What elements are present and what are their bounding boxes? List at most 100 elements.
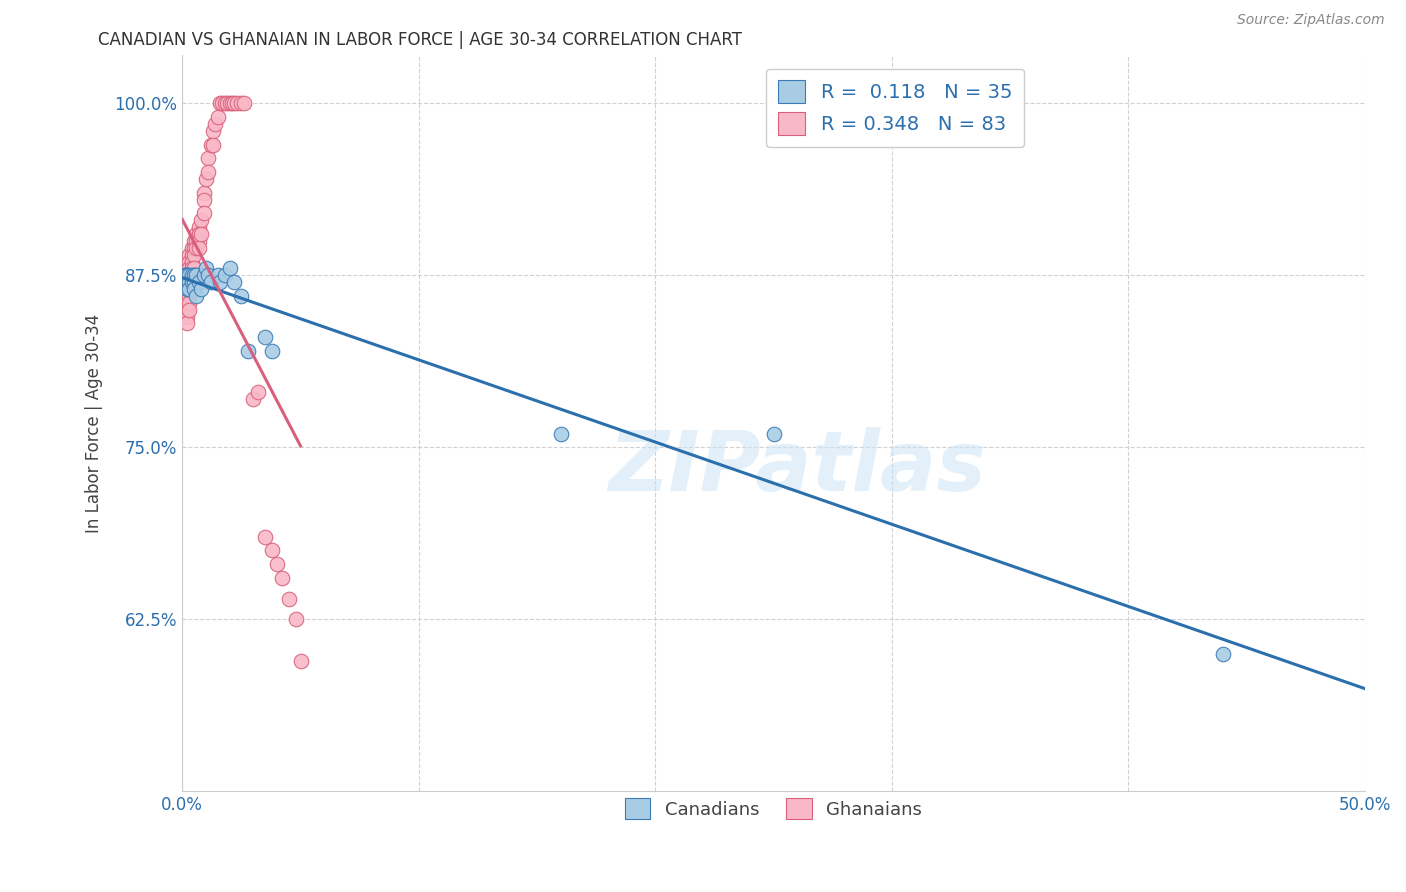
Point [183,275,205,289]
Point [197,268,219,283]
Point [173,295,195,310]
Point [187,275,209,289]
Point [180,261,202,276]
Point [179,268,201,283]
Point [180,241,202,255]
Point [179,275,201,289]
Legend: Canadians, Ghanaians: Canadians, Ghanaians [617,791,929,827]
Point [173,268,195,283]
Point [762,426,785,441]
Point [262,543,284,558]
Point [193,268,215,283]
Point [173,302,195,317]
Point [173,268,195,283]
Point [204,117,226,131]
Point [173,268,195,283]
Point [176,268,198,283]
Point [218,261,240,276]
Point [183,247,205,261]
Text: CANADIAN VS GHANAIAN IN LABOR FORCE | AGE 30-34 CORRELATION CHART: CANADIAN VS GHANAIAN IN LABOR FORCE | AG… [98,31,742,49]
Point [194,172,217,186]
Point [194,261,217,276]
Point [190,227,212,241]
Point [242,392,264,406]
Point [183,282,205,296]
Point [183,261,205,276]
Point [176,268,198,283]
Point [186,227,208,241]
Point [176,289,198,303]
Point [187,220,209,235]
Point [176,275,198,289]
Point [254,330,277,344]
Point [190,282,212,296]
Point [190,213,212,227]
Point [202,137,225,152]
Point [193,206,215,220]
Point [231,96,253,111]
Point [176,268,198,283]
Point [173,268,195,283]
Point [180,275,202,289]
Point [290,654,312,668]
Point [179,275,201,289]
Point [193,193,215,207]
Point [180,268,202,283]
Point [179,247,201,261]
Point [217,96,239,111]
Point [193,186,215,200]
Point [254,530,277,544]
Point [183,268,205,283]
Point [211,96,233,111]
Point [186,241,208,255]
Point [179,268,201,283]
Point [180,254,202,268]
Point [173,282,195,296]
Point [209,96,232,111]
Point [232,96,254,111]
Y-axis label: In Labor Force | Age 30-34: In Labor Force | Age 30-34 [86,314,103,533]
Point [176,310,198,324]
Point [176,282,198,296]
Point [284,612,307,626]
Point [202,124,225,138]
Point [270,571,292,585]
Point [179,295,201,310]
Point [1212,647,1234,661]
Point [197,165,219,179]
Point [207,268,229,283]
Point [176,268,198,283]
Point [176,317,198,331]
Point [187,241,209,255]
Point [207,110,229,124]
Point [179,282,201,296]
Point [176,268,198,283]
Point [173,268,195,283]
Point [221,96,243,111]
Point [179,289,201,303]
Point [183,275,205,289]
Point [246,385,269,400]
Point [200,137,222,152]
Point [176,268,198,283]
Point [186,268,208,283]
Point [214,96,236,111]
Point [200,275,222,289]
Point [277,591,299,606]
Point [176,282,198,296]
Point [176,275,198,289]
Point [186,289,208,303]
Point [266,558,288,572]
Point [224,275,246,289]
Point [180,247,202,261]
Text: Source: ZipAtlas.com: Source: ZipAtlas.com [1237,13,1385,28]
Point [176,295,198,310]
Point [231,289,253,303]
Text: ZIPatlas: ZIPatlas [609,427,986,508]
Point [197,152,219,166]
Point [180,275,202,289]
Point [225,96,247,111]
Point [224,96,246,111]
Point [186,234,208,248]
Point [179,254,201,268]
